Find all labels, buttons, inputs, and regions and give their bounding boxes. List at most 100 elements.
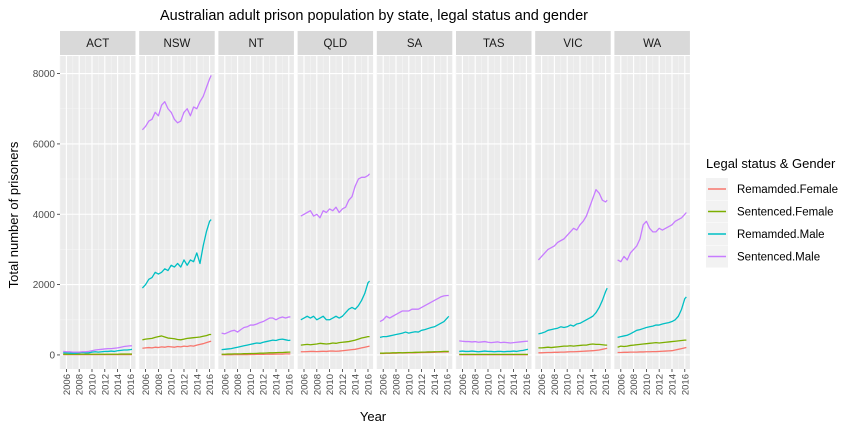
legend-entry: Sentenced.Male <box>706 245 820 268</box>
x-tick-label: 2012 <box>417 374 428 395</box>
y-tick-label: 8000 <box>33 69 56 80</box>
facet-strip-label: NSW <box>164 38 191 50</box>
facet-strip-label: SA <box>407 38 423 50</box>
x-tick-label: 2016 <box>363 374 374 395</box>
x-tick-label: 2010 <box>325 374 336 395</box>
x-tick-label: 2012 <box>179 374 190 395</box>
series-line <box>538 343 608 349</box>
x-tick-label: 2010 <box>563 374 574 395</box>
series-line <box>300 335 370 346</box>
x-tick-label: 2014 <box>192 374 203 395</box>
x-tick-label: 2010 <box>246 374 257 395</box>
x-tick-label: 2012 <box>575 374 586 395</box>
facet-strip <box>297 31 374 55</box>
series-line <box>617 339 687 348</box>
x-tick-label: 2006 <box>62 374 73 395</box>
x-tick-label: 2016 <box>680 374 691 395</box>
legend-entry: Remamded.Female <box>706 178 838 200</box>
series-line <box>538 347 608 354</box>
x-tick-label: 2008 <box>391 374 402 395</box>
facet-strip <box>614 31 690 55</box>
x-tick-label: 2014 <box>588 374 599 395</box>
x-tick-label: 2012 <box>496 374 507 395</box>
x-tick-label: 2012 <box>655 374 666 395</box>
y-tick-label: 2000 <box>33 280 56 291</box>
x-tick-label: 2006 <box>141 374 152 395</box>
x-tick-label: 2010 <box>483 374 494 395</box>
x-tick-label: 2008 <box>154 374 165 395</box>
series-line <box>142 333 212 341</box>
series-line <box>63 345 132 353</box>
x-tick-label: 2006 <box>220 374 231 395</box>
x-tick-label: 2016 <box>443 374 454 395</box>
series-line <box>221 351 291 355</box>
x-tick-label: 2014 <box>351 374 362 395</box>
legend-label: Sentenced.Female <box>737 207 834 219</box>
facet-panel-vic: VIC 2006 2008 2010 2012 2014 2016 <box>534 31 612 395</box>
chart-title: Australian adult prison population by st… <box>160 8 588 24</box>
x-tick-label: 2016 <box>126 374 137 395</box>
facet-panel-act: ACT 2006 2008 2010 2012 2014 2016 <box>59 31 137 395</box>
x-tick-label: 2014 <box>667 374 678 395</box>
x-tick-label: 2006 <box>299 374 310 395</box>
legend: Legal status & Gender Remamded.Female Sen… <box>706 156 838 268</box>
x-tick-label: 2006 <box>616 374 627 395</box>
series-line <box>221 338 291 351</box>
series-line <box>221 316 291 335</box>
series-line <box>221 353 291 356</box>
legend-title: Legal status & Gender <box>706 156 836 171</box>
x-axis-label: Year <box>360 409 387 424</box>
y-tick-label: 4000 <box>33 210 56 221</box>
facet-strip-label: ACT <box>86 38 109 50</box>
x-tick-label: 2014 <box>271 374 282 395</box>
x-tick-label: 2010 <box>642 374 653 395</box>
facet-strip <box>60 31 136 55</box>
facet-strip-label: VIC <box>563 38 582 50</box>
x-tick-label: 2010 <box>167 374 178 395</box>
series-line <box>617 296 687 338</box>
y-axis-label: Total number of prisoners <box>6 141 21 288</box>
facet-panel-wa: WA 2006 2008 2010 2012 2014 2016 <box>614 31 691 395</box>
facet-strip-label: TAS <box>483 38 505 50</box>
y-tick-label: 6000 <box>33 139 56 150</box>
x-tick-label: 2008 <box>312 374 323 395</box>
facet-panel-sa: SA 2006 2008 2010 2012 2014 2016 <box>376 31 454 395</box>
series-line <box>300 280 371 321</box>
series-line <box>300 345 370 353</box>
x-tick-label: 2016 <box>284 374 295 395</box>
x-tick-label: 2008 <box>629 374 640 395</box>
x-tick-label: 2006 <box>379 374 390 395</box>
x-tick-label: 2016 <box>601 374 612 395</box>
x-tick-label: 2012 <box>259 374 270 395</box>
facet-panel-nt: NT 2006 2008 2010 2012 2014 2016 <box>218 31 295 395</box>
facet-strip-label: WA <box>643 38 661 50</box>
x-tick-label: 2016 <box>522 374 533 395</box>
series-line <box>63 348 133 354</box>
series-line <box>617 346 687 354</box>
facet-panel-nsw: NSW 2006 2008 2010 2012 2014 2016 <box>138 31 216 395</box>
y-axis: 0 2000 4000 6000 8000 <box>33 69 60 361</box>
series-line <box>459 340 528 344</box>
x-tick-label: 2008 <box>550 374 561 395</box>
facet-strip <box>456 31 532 55</box>
legend-entry: Sentenced.Female <box>706 200 834 223</box>
x-tick-label: 2008 <box>233 374 244 395</box>
facet-panel-tas: TAS 2006 2008 2010 2012 2014 2016 <box>455 31 533 395</box>
legend-label: Remamded.Female <box>737 184 838 196</box>
facet-strip <box>535 31 611 55</box>
legend-entry: Remamded.Male <box>706 223 825 245</box>
series-line <box>141 75 212 131</box>
x-tick-label: 2010 <box>87 374 98 395</box>
x-tick-label: 2014 <box>430 374 441 395</box>
x-tick-label: 2008 <box>75 374 86 395</box>
x-tick-label: 2006 <box>458 374 469 395</box>
legend-label: Sentenced.Male <box>737 252 820 264</box>
x-tick-label: 2010 <box>404 374 415 395</box>
series-line <box>459 348 529 353</box>
facet-strip <box>139 31 215 55</box>
facet-strip-label: QLD <box>324 38 348 50</box>
x-tick-label: 2016 <box>205 374 216 395</box>
x-tick-label: 2014 <box>113 374 124 395</box>
series-line <box>379 294 449 323</box>
